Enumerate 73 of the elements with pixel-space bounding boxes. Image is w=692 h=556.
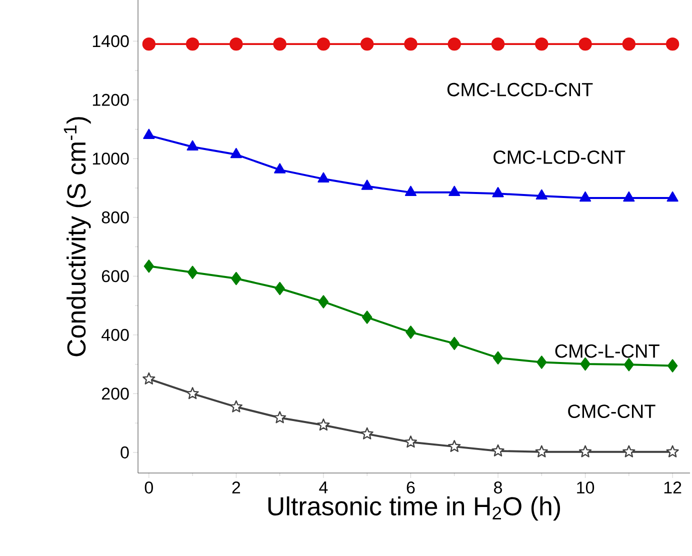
point xyxy=(317,418,330,431)
point xyxy=(186,140,198,150)
point xyxy=(230,37,243,51)
point xyxy=(142,372,156,384)
x-tick-label: 12 xyxy=(664,482,682,494)
point xyxy=(230,400,242,412)
x-tick-label: 8 xyxy=(494,482,502,494)
series-label: CMC-LCD-CNT xyxy=(494,150,626,164)
point xyxy=(143,128,155,140)
point xyxy=(578,37,592,51)
point xyxy=(578,445,592,458)
point xyxy=(274,163,286,174)
point xyxy=(186,387,199,400)
y-tick-label: 200 xyxy=(102,388,129,400)
x-axis-title: Ultrasonic time in H$_{2}$O (h) xyxy=(268,496,560,521)
point xyxy=(536,189,548,200)
point xyxy=(536,356,547,369)
point xyxy=(622,37,636,51)
point xyxy=(448,37,461,51)
point xyxy=(144,260,154,273)
point xyxy=(535,37,548,51)
point xyxy=(142,37,156,51)
point xyxy=(406,326,416,339)
y-axis-title: Conductivity (S cm$^{-1}$) xyxy=(64,117,91,356)
x-tick-label: 0 xyxy=(144,482,153,494)
point xyxy=(360,37,374,51)
point xyxy=(580,357,590,371)
point xyxy=(361,180,373,190)
point xyxy=(448,186,460,196)
point xyxy=(667,359,678,372)
x-tick-label: 10 xyxy=(577,482,594,494)
point xyxy=(231,272,242,286)
series-label: CMC-CNT xyxy=(568,404,656,418)
point xyxy=(404,37,418,51)
point xyxy=(274,411,286,424)
point xyxy=(404,436,418,448)
point xyxy=(623,191,635,202)
point xyxy=(448,440,461,452)
x-tick-label: 2 xyxy=(232,482,240,494)
series-label: CMC-L-CNT xyxy=(555,344,660,358)
point xyxy=(449,336,460,350)
y-tick-label: 1400 xyxy=(92,35,129,48)
point xyxy=(579,191,592,202)
point xyxy=(622,445,636,458)
point xyxy=(273,37,286,51)
y-tick-label: 800 xyxy=(102,211,129,224)
point xyxy=(492,351,504,364)
point xyxy=(360,427,374,440)
point xyxy=(186,37,200,51)
y-tick-label: 1000 xyxy=(92,152,129,165)
x-tick-label: 4 xyxy=(319,482,328,494)
point xyxy=(187,266,198,279)
point xyxy=(362,310,372,324)
point xyxy=(230,148,242,158)
y-tick-label: 0 xyxy=(120,446,129,458)
point xyxy=(318,172,330,183)
y-tick-label: 1200 xyxy=(92,94,129,106)
point xyxy=(666,445,679,458)
point xyxy=(666,37,680,51)
series-label: CMC-LCCD-CNT xyxy=(447,82,593,96)
point xyxy=(316,37,330,51)
y-tick-label: 400 xyxy=(102,328,129,341)
point xyxy=(492,187,504,198)
y-tick-label: 600 xyxy=(102,270,129,282)
point xyxy=(666,191,678,202)
x-tick-label: 6 xyxy=(406,482,415,494)
point xyxy=(535,445,548,458)
point xyxy=(318,295,329,308)
point xyxy=(624,358,634,372)
point xyxy=(274,282,285,296)
point xyxy=(404,186,417,196)
point xyxy=(491,37,505,51)
point xyxy=(492,444,504,456)
